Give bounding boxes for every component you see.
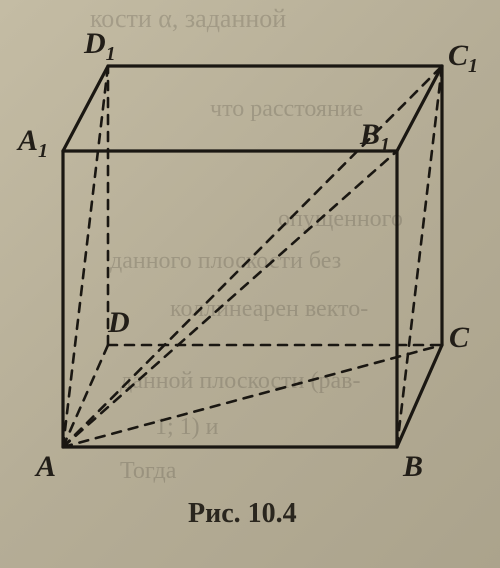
vertex-label-A1: A1 xyxy=(18,124,48,163)
dashed-B-C1 xyxy=(397,66,442,447)
vertex-label-A: A xyxy=(36,450,56,484)
vertex-label-C1: C1 xyxy=(448,39,478,78)
edge-B1-C1 xyxy=(397,66,442,151)
vertex-label-C: C xyxy=(449,321,469,355)
vertex-label-D: D xyxy=(108,306,130,340)
dashed-A-D1 xyxy=(63,66,108,447)
vertex-label-B: B xyxy=(403,450,423,484)
vertex-label-D1: D1 xyxy=(84,27,116,66)
edge-D1-A1 xyxy=(63,66,108,151)
vertex-label-B1: B1 xyxy=(360,118,390,157)
figure-caption: Рис. 10.4 xyxy=(188,498,297,530)
cube-figure xyxy=(0,0,500,568)
